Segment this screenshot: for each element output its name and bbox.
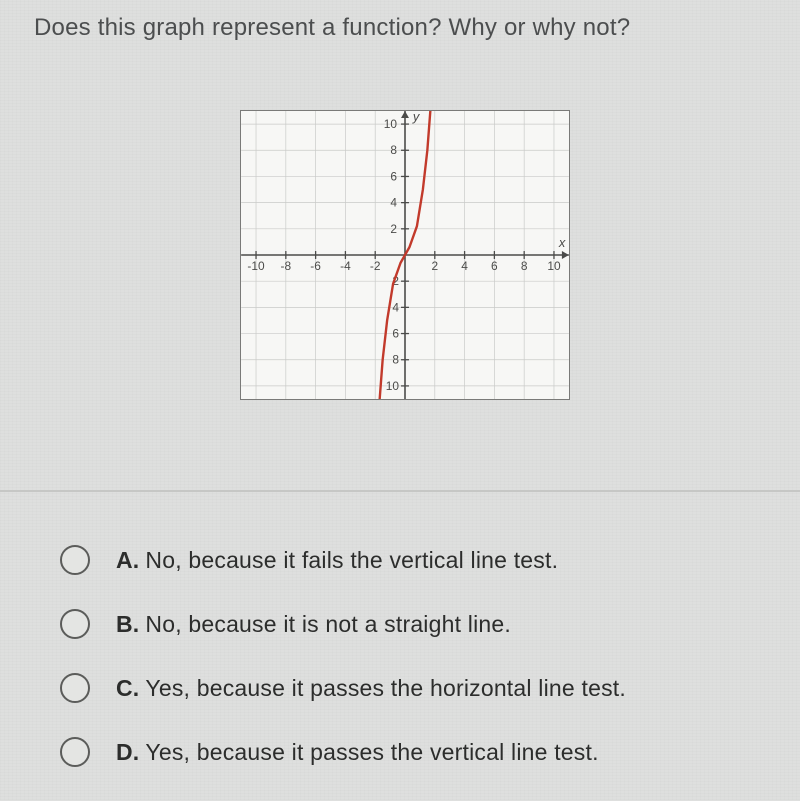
option-a[interactable]: A.No, because it fails the vertical line… [60, 545, 760, 575]
svg-text:8: 8 [521, 259, 528, 273]
svg-text:x: x [558, 235, 566, 250]
function-graph: -10-8-6-4-2246810246810246810yx [240, 110, 570, 400]
svg-text:2: 2 [390, 222, 397, 236]
section-divider [0, 490, 800, 492]
answer-options: A.No, because it fails the vertical line… [60, 545, 760, 801]
option-c-text: C.Yes, because it passes the horizontal … [116, 675, 626, 702]
svg-text:8: 8 [390, 143, 397, 157]
svg-text:4: 4 [390, 196, 397, 210]
svg-text:10: 10 [386, 379, 400, 393]
option-b-text: B.No, because it is not a straight line. [116, 611, 511, 638]
radio-d[interactable] [60, 737, 90, 767]
option-b[interactable]: B.No, because it is not a straight line. [60, 609, 760, 639]
svg-text:-10: -10 [247, 259, 265, 273]
svg-text:-4: -4 [340, 259, 351, 273]
question-text: Does this graph represent a function? Wh… [34, 14, 630, 42]
svg-text:6: 6 [491, 259, 498, 273]
svg-text:4: 4 [392, 300, 399, 314]
svg-text:8: 8 [392, 353, 399, 367]
option-a-text: A.No, because it fails the vertical line… [116, 547, 558, 574]
option-d-text: D.Yes, because it passes the vertical li… [116, 739, 599, 766]
svg-text:-8: -8 [281, 259, 292, 273]
option-c[interactable]: C.Yes, because it passes the horizontal … [60, 673, 760, 703]
radio-c[interactable] [60, 673, 90, 703]
option-d[interactable]: D.Yes, because it passes the vertical li… [60, 737, 760, 767]
radio-a[interactable] [60, 545, 90, 575]
svg-text:6: 6 [390, 169, 397, 183]
svg-text:10: 10 [547, 259, 561, 273]
svg-text:2: 2 [431, 259, 438, 273]
svg-text:y: y [412, 111, 421, 124]
svg-text:-2: -2 [370, 259, 381, 273]
svg-text:6: 6 [392, 327, 399, 341]
svg-text:-6: -6 [310, 259, 321, 273]
svg-text:10: 10 [384, 117, 398, 131]
svg-text:4: 4 [461, 259, 468, 273]
radio-b[interactable] [60, 609, 90, 639]
